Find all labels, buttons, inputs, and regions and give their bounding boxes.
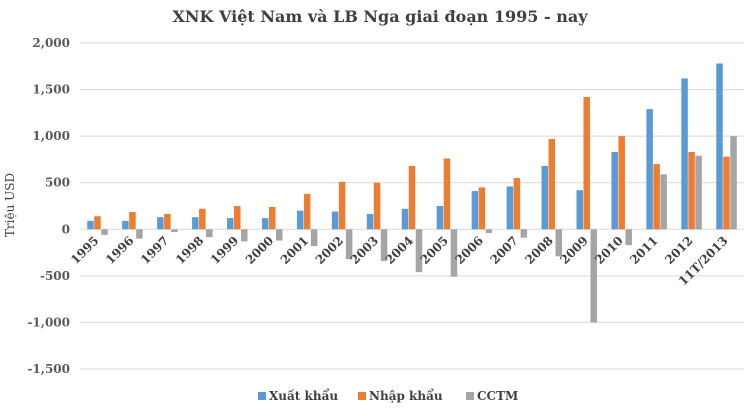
x-tick-label: 2006 — [452, 234, 486, 268]
bar-nhập-khẩu-2007 — [513, 178, 521, 230]
x-tick-label: 2004 — [383, 234, 417, 268]
x-tick-label: 2001 — [278, 234, 312, 268]
bar-nhập-khẩu-2002 — [338, 181, 346, 230]
bar-xuất-khẩu-1996 — [122, 220, 129, 230]
legend-label: Xuất khẩu — [269, 388, 338, 403]
bar-xuất-khẩu-1998 — [192, 217, 199, 230]
bar-nhập-khẩu-1997 — [164, 213, 171, 230]
bar-xuất-khẩu-2007 — [506, 186, 514, 230]
bar-nhập-khẩu-2009 — [583, 97, 590, 230]
bar-xuất-khẩu-2000 — [261, 218, 269, 230]
x-tick-label: 2012 — [662, 234, 696, 268]
legend-swatch — [466, 392, 474, 400]
legend-swatch — [358, 392, 366, 400]
chart-title: XNK Việt Nam và LB Nga giai đoạn 1995 - … — [172, 7, 588, 26]
bar-xuất-khẩu-2011 — [646, 109, 653, 230]
x-tick-label: 2009 — [557, 234, 591, 268]
bar-cctm-2003 — [380, 229, 388, 261]
bar-nhập-khẩu-2005 — [443, 158, 451, 230]
bar-cctm-2002 — [345, 229, 353, 260]
bar-xuất-khẩu-1999 — [227, 218, 234, 230]
x-tick-label: 2000 — [243, 234, 277, 268]
bar-xuất-khẩu-1995 — [87, 220, 94, 230]
bar-xuất-khẩu-2003 — [366, 213, 374, 230]
bar-cctm-1998 — [206, 229, 213, 238]
bar-nhập-khẩu-2004 — [408, 165, 416, 230]
bar-cctm-11T/2013 — [730, 136, 737, 230]
bar-cctm-2008 — [555, 229, 563, 257]
bar-cctm-2007 — [520, 229, 528, 238]
bar-cctm-2010 — [625, 229, 632, 246]
x-tick-label: 2003 — [348, 234, 382, 268]
y-tick-label: -500 — [40, 269, 70, 283]
bar-xuất-khẩu-2008 — [541, 165, 549, 230]
bar-xuất-khẩu-2006 — [471, 191, 479, 230]
x-tick-label: 2010 — [592, 234, 626, 268]
y-axis-ticks: 2,000 1,500 1,000 500 0 -500 -1,000 -1,500 — [27, 36, 70, 376]
bar-xuất-khẩu-11T/2013 — [716, 63, 723, 230]
bar-xuất-khẩu-2004 — [401, 208, 409, 230]
x-tick-label: 1995 — [68, 234, 102, 268]
legend-swatch — [258, 392, 266, 400]
x-tick-label: 1998 — [173, 234, 207, 268]
bar-cctm-1997 — [171, 229, 178, 233]
bar-cctm-2011 — [660, 174, 667, 230]
bar-nhập-khẩu-1995 — [94, 216, 101, 230]
bar-nhập-khẩu-11T/2013 — [723, 156, 730, 230]
bar-cctm-2009 — [590, 229, 597, 323]
bar-xuất-khẩu-2010 — [611, 151, 618, 230]
y-axis-label: Triệu USD — [3, 173, 17, 237]
bars — [87, 63, 737, 323]
y-tick-label: 1,000 — [32, 129, 70, 143]
y-tick-label: 0 — [62, 222, 70, 236]
x-tick-label: 1999 — [208, 234, 242, 268]
bar-nhập-khẩu-2006 — [478, 187, 486, 230]
bar-xuất-khẩu-2012 — [681, 78, 688, 230]
x-tick-label: 2008 — [522, 234, 556, 268]
y-tick-label: 1,500 — [32, 83, 70, 97]
y-tick-label: 500 — [45, 176, 70, 190]
bar-xuất-khẩu-2002 — [331, 211, 339, 230]
bar-cctm-2000 — [275, 229, 283, 241]
bar-xuất-khẩu-2005 — [436, 206, 444, 230]
bar-cctm-2001 — [310, 229, 318, 247]
bar-xuất-khẩu-1997 — [157, 217, 164, 230]
bar-cctm-2012 — [695, 155, 702, 230]
x-tick-label: 2005 — [418, 234, 452, 268]
bar-nhập-khẩu-1998 — [199, 208, 206, 230]
legend-label: CCTM — [477, 389, 518, 403]
y-tick-label: -1,000 — [27, 315, 70, 329]
bar-nhập-khẩu-2001 — [303, 193, 311, 230]
bar-cctm-1999 — [241, 229, 248, 242]
bar-cctm-1995 — [101, 229, 108, 235]
x-tick-label: 2002 — [313, 234, 347, 268]
x-tick-label: 1996 — [103, 234, 137, 268]
bar-cctm-2006 — [485, 229, 493, 234]
bar-nhập-khẩu-1996 — [129, 212, 136, 230]
bar-nhập-khẩu-2012 — [688, 151, 695, 230]
x-tick-label: 2011 — [627, 234, 661, 268]
bar-nhập-khẩu-2011 — [653, 164, 660, 230]
bar-nhập-khẩu-2008 — [548, 138, 556, 230]
bar-cctm-1996 — [136, 229, 143, 239]
bar-nhập-khẩu-2010 — [618, 136, 625, 230]
y-tick-label: -1,500 — [27, 362, 70, 376]
bar-cctm-2004 — [415, 229, 423, 273]
bar-xuất-khẩu-2001 — [296, 210, 304, 230]
bar-cctm-2005 — [450, 229, 458, 277]
legend-label: Nhập khẩu — [369, 388, 443, 403]
x-tick-label: 1997 — [138, 234, 172, 268]
bar-nhập-khẩu-2000 — [268, 206, 276, 230]
bar-xuất-khẩu-2009 — [576, 190, 583, 230]
bar-nhập-khẩu-2003 — [373, 182, 381, 230]
bar-nhập-khẩu-1999 — [234, 206, 241, 230]
y-tick-label: 2,000 — [32, 36, 70, 50]
x-tick-label: 2007 — [487, 234, 521, 268]
legend: Xuất khẩu Nhập khẩu CCTM — [258, 388, 518, 403]
